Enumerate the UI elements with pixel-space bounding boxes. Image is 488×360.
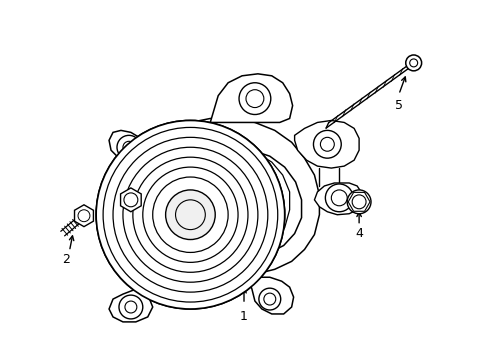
Text: 1: 1 <box>240 310 247 323</box>
Circle shape <box>325 184 352 212</box>
Text: 2: 2 <box>62 253 70 266</box>
Circle shape <box>313 130 341 158</box>
Text: 4: 4 <box>354 227 362 240</box>
Polygon shape <box>121 188 141 212</box>
Circle shape <box>119 295 142 319</box>
Text: 5: 5 <box>394 99 402 112</box>
Polygon shape <box>294 121 358 168</box>
Text: 3: 3 <box>127 163 135 176</box>
Polygon shape <box>247 277 293 314</box>
Polygon shape <box>109 289 152 322</box>
Circle shape <box>346 190 370 214</box>
Circle shape <box>165 190 215 239</box>
Polygon shape <box>210 74 292 122</box>
Circle shape <box>165 190 215 239</box>
Polygon shape <box>74 205 93 227</box>
Polygon shape <box>186 118 319 275</box>
Circle shape <box>96 121 284 309</box>
Circle shape <box>96 121 284 309</box>
Polygon shape <box>109 130 150 162</box>
Circle shape <box>239 83 270 114</box>
Circle shape <box>405 55 421 71</box>
Circle shape <box>117 135 141 159</box>
Circle shape <box>258 288 280 310</box>
Polygon shape <box>314 183 360 215</box>
